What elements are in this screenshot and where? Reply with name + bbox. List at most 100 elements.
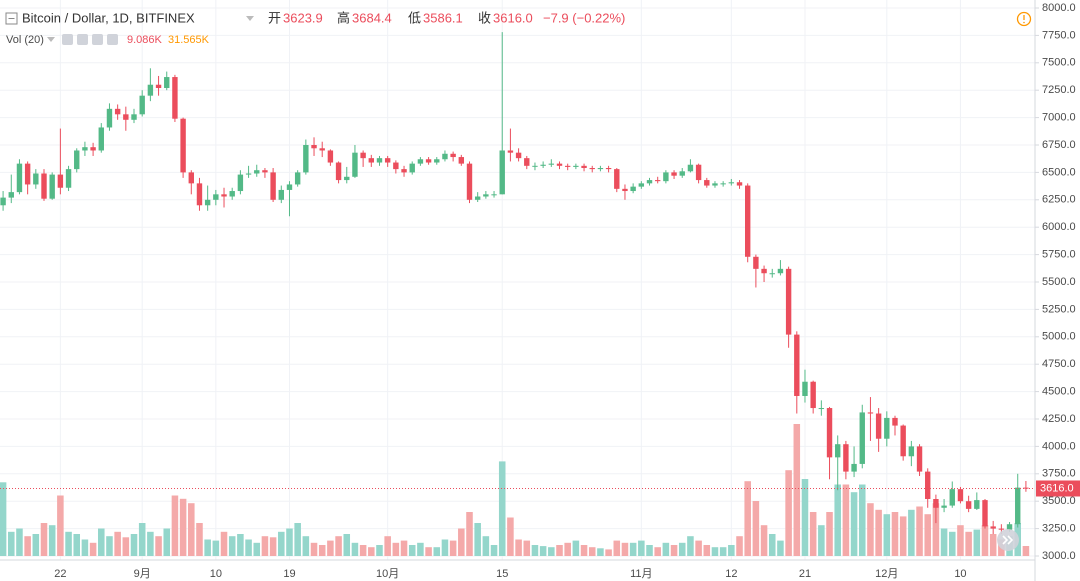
chart-title: Bitcoin / Dollar, 1D, BITFINEX [22, 10, 195, 25]
candle-body [990, 526, 996, 529]
candle-body [875, 413, 882, 439]
candle-body [434, 159, 440, 163]
volume-bar [670, 545, 678, 556]
high-value: 3684.4 [352, 10, 392, 25]
volume-bar [188, 503, 195, 556]
dropdown-icon[interactable] [47, 37, 55, 42]
volume-bar [613, 540, 621, 556]
volume-bar [654, 547, 661, 556]
open-label: 开 [268, 10, 281, 25]
candle-body [327, 150, 334, 163]
candle-body [532, 165, 538, 167]
volume-bar [646, 545, 653, 556]
volume-bar [114, 531, 121, 556]
volume-bar [327, 540, 334, 556]
volume-bar [867, 503, 874, 556]
volume-bar [392, 542, 400, 556]
volume-bar [48, 525, 56, 556]
candle-body [998, 528, 1005, 530]
x-tick-label: 12月 [875, 568, 898, 580]
y-tick-label: 8000.0 [1042, 2, 1076, 14]
more-icon[interactable] [107, 34, 118, 45]
volume-bar [793, 424, 801, 556]
candle-body [254, 170, 260, 174]
low-label: 低 [408, 10, 421, 25]
dropdown-icon[interactable] [246, 16, 254, 21]
candle-body [196, 183, 203, 206]
y-tick-label: 6750.0 [1042, 139, 1076, 151]
x-tick-label: 9月 [134, 568, 151, 580]
y-tick-label: 7250.0 [1042, 84, 1076, 96]
candle-body [908, 446, 915, 457]
candle-body [965, 501, 972, 509]
y-tick-label: 5500.0 [1042, 276, 1076, 288]
low-value: 3586.1 [423, 10, 463, 25]
volume-bar [155, 536, 162, 556]
volume-bar [891, 512, 899, 556]
volume-bar [728, 545, 735, 556]
candle-body [483, 194, 489, 197]
candle-body [1023, 487, 1029, 489]
candle-body [785, 268, 792, 335]
volume-bar [842, 484, 850, 556]
volume-bar [899, 516, 907, 556]
volume-bar [433, 547, 441, 556]
volume-bar [138, 523, 146, 556]
volume-bar [253, 542, 261, 556]
volume-bar [449, 540, 457, 556]
settings-icon[interactable] [77, 34, 88, 45]
candle-body [777, 268, 784, 274]
warning-icon[interactable] [1016, 11, 1032, 27]
candle-body [155, 84, 162, 89]
volume-bar [245, 539, 252, 556]
volume-bar [220, 531, 228, 556]
volume-bar [948, 531, 956, 556]
candle-body [229, 191, 235, 197]
candle-body [376, 158, 383, 163]
volume-bar [73, 534, 81, 556]
candle-body [294, 172, 301, 185]
candle-body [16, 163, 23, 193]
volume-bar [368, 547, 375, 556]
y-tick-label: 3750.0 [1042, 468, 1076, 480]
candle-body [638, 183, 645, 187]
eye-icon[interactable] [62, 34, 73, 45]
volume-bar [760, 525, 768, 556]
volume-bar [629, 542, 637, 556]
volume-bar [106, 536, 113, 556]
volume-bar [212, 540, 220, 556]
volume-bar [957, 525, 964, 556]
volume-bar [826, 512, 833, 556]
volume-bar [736, 536, 743, 556]
candle-body [933, 499, 939, 508]
x-tick-label: 21 [799, 568, 811, 580]
close-icon[interactable] [92, 34, 103, 45]
candle-body [90, 147, 96, 151]
candle-body [794, 334, 800, 396]
volume-bar [531, 545, 539, 556]
volume-bar [548, 547, 555, 556]
candle-body [147, 84, 154, 96]
candle-body [859, 412, 865, 464]
collapse-icon[interactable] [5, 12, 18, 25]
candle-body [106, 108, 113, 128]
last-price-badge [1036, 480, 1080, 497]
volume-bar [981, 525, 989, 556]
candle-body [474, 196, 481, 200]
volume-bar [924, 514, 931, 556]
candle-body [736, 182, 743, 186]
volume-bar [286, 528, 293, 556]
candle-body [401, 169, 407, 173]
candle-body [843, 444, 849, 472]
candle-body [646, 180, 653, 184]
volume-bar [335, 536, 342, 556]
volume-bar [179, 498, 187, 556]
candle-body [180, 118, 186, 173]
volume-bar [466, 512, 473, 556]
candle-body [769, 273, 775, 275]
volume-bar [498, 461, 506, 556]
y-tick-label: 4000.0 [1042, 440, 1076, 452]
volume-bar [441, 539, 449, 556]
candle-body [818, 408, 825, 410]
